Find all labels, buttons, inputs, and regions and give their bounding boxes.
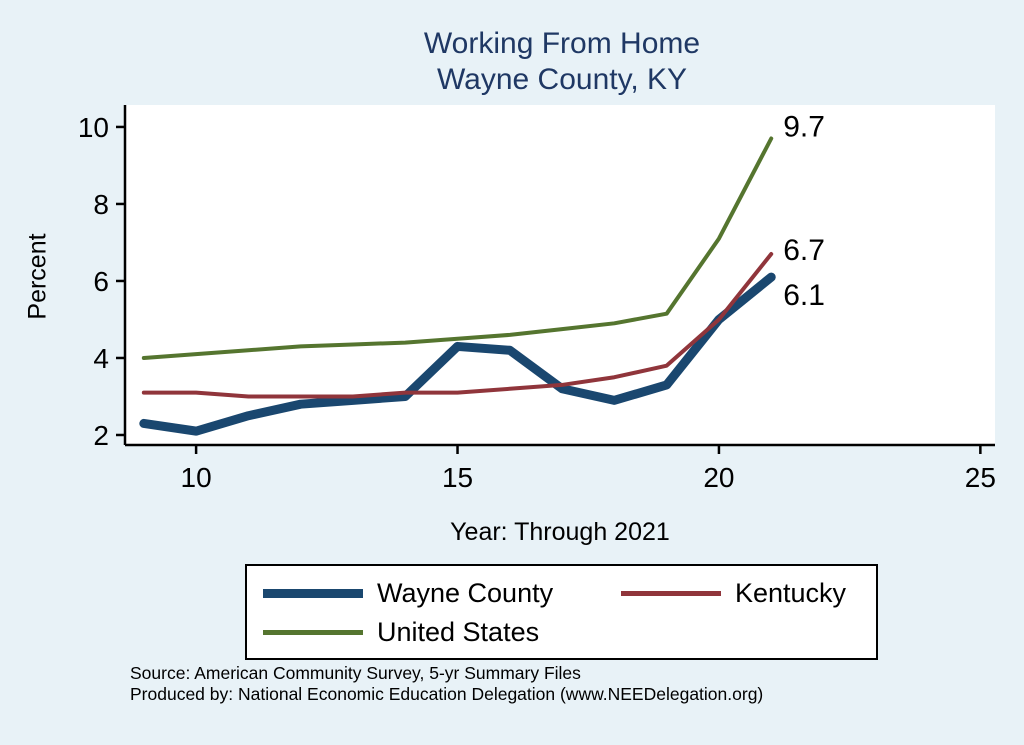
chart-title-line2: Wayne County, KY: [436, 63, 688, 96]
svg-text:20: 20: [703, 462, 734, 493]
source-line2: Produced by: National Economic Education…: [130, 684, 764, 704]
kentucky-line-swatch: [621, 591, 721, 596]
x-axis-label: Year: Through 2021: [450, 518, 670, 546]
plot-area: 2 4 6 8 10 10 15 20 25 6.1 6.7 9.7: [78, 105, 996, 493]
svg-text:15: 15: [442, 462, 473, 493]
legend-item-kentucky: Kentucky: [621, 578, 860, 609]
wayne-county-line-swatch: [263, 589, 363, 598]
svg-text:9.7: 9.7: [783, 110, 825, 143]
legend-item-wayne-county: Wayne County: [263, 578, 621, 609]
chart-legend: Wayne County Kentucky United States: [245, 564, 878, 660]
source-note: Source: American Community Survey, 5-yr …: [130, 663, 763, 705]
svg-text:6: 6: [93, 266, 109, 297]
legend-label-wayne-county: Wayne County: [377, 578, 554, 608]
legend-label-united-states: United States: [377, 617, 540, 647]
legend-item-united-states: United States: [263, 617, 621, 648]
source-line1: Source: American Community Survey, 5-yr …: [130, 663, 581, 683]
svg-text:10: 10: [78, 112, 109, 143]
svg-text:25: 25: [965, 462, 996, 493]
svg-text:2: 2: [93, 420, 109, 451]
svg-text:10: 10: [181, 462, 212, 493]
legend-label-kentucky: Kentucky: [735, 578, 847, 608]
united-states-line-swatch: [263, 630, 363, 635]
svg-text:6.7: 6.7: [783, 234, 825, 267]
svg-text:6.1: 6.1: [783, 279, 825, 312]
chart-title: Working From Home Wayne County, KY: [100, 26, 1024, 98]
chart-title-line1: Working From Home: [423, 27, 701, 60]
svg-text:8: 8: [93, 189, 109, 220]
svg-text:4: 4: [93, 343, 109, 374]
